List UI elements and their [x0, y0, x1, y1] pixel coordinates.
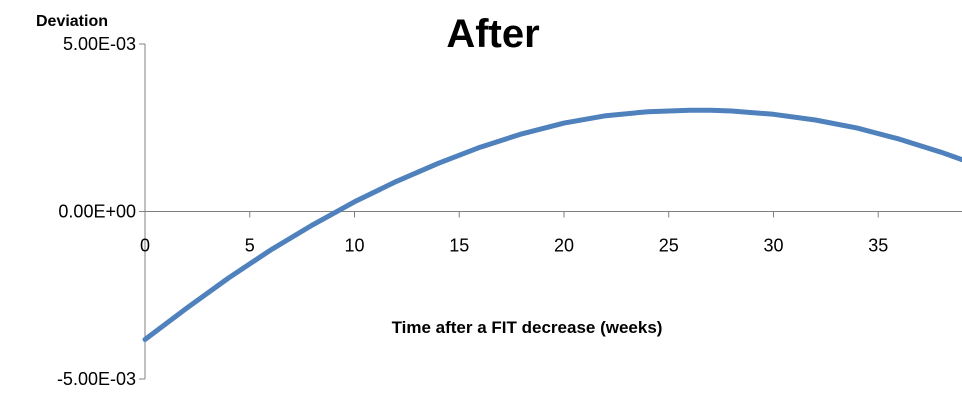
- x-tick-label: 35: [868, 236, 888, 256]
- x-tick-label: 15: [449, 236, 469, 256]
- y-tick-label: 0.00E+00: [58, 202, 136, 222]
- x-tick-label: 5: [245, 236, 255, 256]
- x-tick-label: 25: [659, 236, 679, 256]
- x-tick-label: 30: [763, 236, 783, 256]
- y-tick-label: -5.00E-03: [57, 369, 136, 389]
- chart-title: After: [446, 12, 539, 56]
- series-line-0: [142, 107, 962, 342]
- x-tick-label: 10: [344, 236, 364, 256]
- x-axis-label: Time after a FIT decrease (weeks): [392, 318, 663, 337]
- y-axis-label: Deviation: [36, 13, 108, 30]
- ticks: -5.00E-03 0.00E+00 5.00E-03 0 5 10 15 20 25 30 35: [57, 34, 888, 389]
- x-tick-label: 20: [554, 236, 574, 256]
- x-tick-label: 0: [140, 236, 150, 256]
- y-tick-label: 5.00E-03: [63, 34, 136, 54]
- series-layer: [142, 107, 962, 342]
